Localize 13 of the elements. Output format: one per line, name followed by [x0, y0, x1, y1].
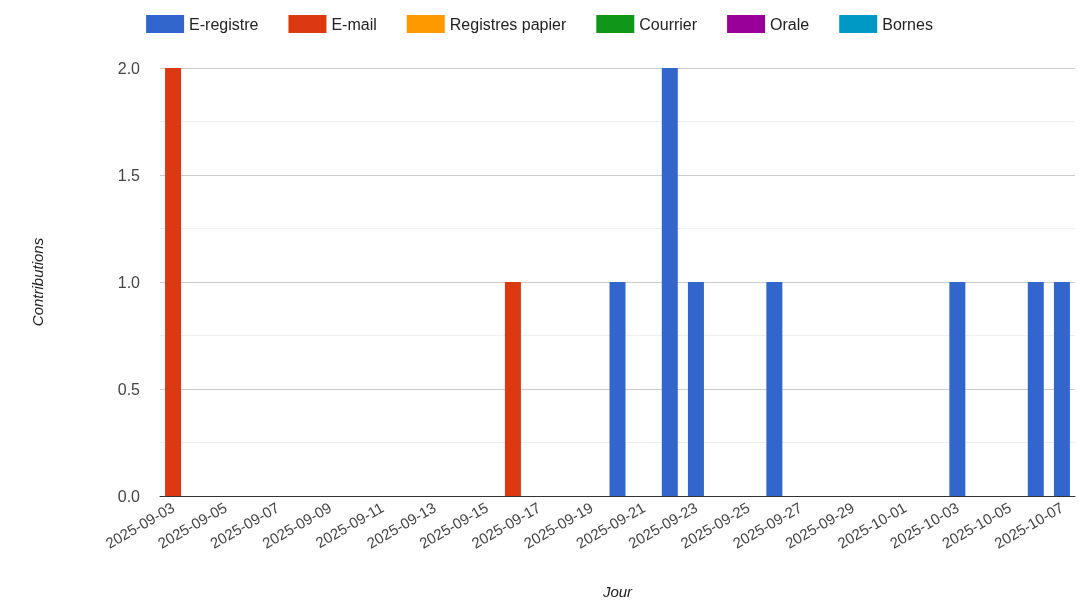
y-tick-label: 1.5 — [117, 166, 141, 184]
legend-label: Orale — [770, 15, 810, 33]
y-tick-label: 0.0 — [117, 487, 141, 505]
y-tick-label: 2.0 — [117, 59, 141, 77]
legend-label: Registres papier — [449, 15, 567, 33]
legend-label: Bornes — [882, 15, 933, 33]
y-axis-title: Contributions — [29, 237, 46, 327]
x-axis-title: Jour — [601, 583, 634, 600]
legend-label: Courrier — [639, 15, 698, 33]
y-tick-label: 1.0 — [117, 273, 141, 291]
y-tick-label: 0.5 — [117, 380, 141, 398]
legend-label: E-registre — [189, 15, 259, 33]
legend-label: E-mail — [331, 15, 377, 33]
